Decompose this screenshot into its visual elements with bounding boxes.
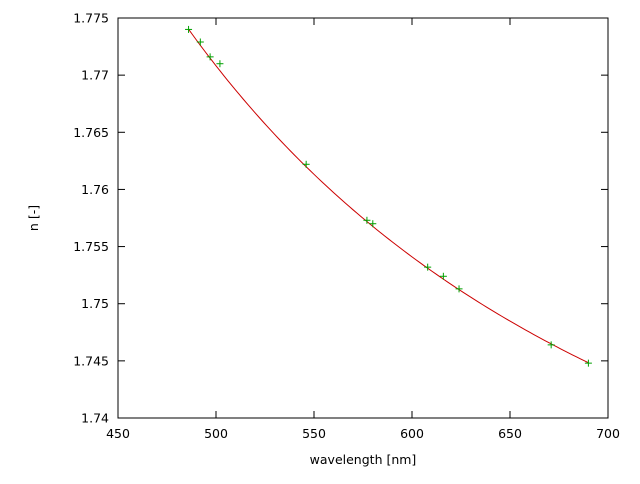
plus-marker-icon [455, 285, 463, 293]
plot-border [117, 17, 609, 419]
y-tick-label: 1.765 [73, 125, 109, 140]
y-tick-label: 1.745 [73, 353, 109, 368]
y-tick-label: 1.755 [73, 239, 109, 254]
y-tick-label: 1.74 [81, 411, 109, 426]
plus-marker-icon [369, 220, 377, 228]
x-tick-label: 500 [204, 426, 228, 441]
y-tick-label: 1.76 [81, 182, 109, 197]
fit-curve-line [188, 28, 589, 364]
y-axis-label: n [-] [26, 205, 41, 231]
x-tick-label: 450 [106, 426, 130, 441]
plus-marker-icon [302, 160, 310, 168]
x-tick-label: 550 [302, 426, 326, 441]
axis-ticks: 450 500 550 600 650 700 1.74 1.745 1.75 1.755 1.76… [73, 11, 620, 442]
x-axis-label: wavelength [nm] [310, 452, 417, 467]
x-tick-label: 650 [498, 426, 522, 441]
plus-marker-icon [196, 38, 204, 46]
plus-marker-icon [424, 263, 432, 271]
plus-marker-icon [439, 272, 447, 280]
plus-marker-icon [216, 60, 224, 68]
y-tick-label: 1.775 [73, 11, 109, 26]
x-tick-label: 600 [400, 426, 424, 441]
plus-marker-icon [547, 341, 555, 349]
x-tick-label: 700 [596, 426, 620, 441]
plus-marker-icon [363, 216, 371, 224]
data-points [185, 25, 592, 367]
plus-marker-icon [584, 359, 592, 367]
plus-marker-icon [206, 53, 214, 61]
y-tick-label: 1.75 [81, 296, 109, 311]
plus-marker-icon [185, 25, 193, 33]
y-tick-label: 1.77 [81, 68, 109, 83]
